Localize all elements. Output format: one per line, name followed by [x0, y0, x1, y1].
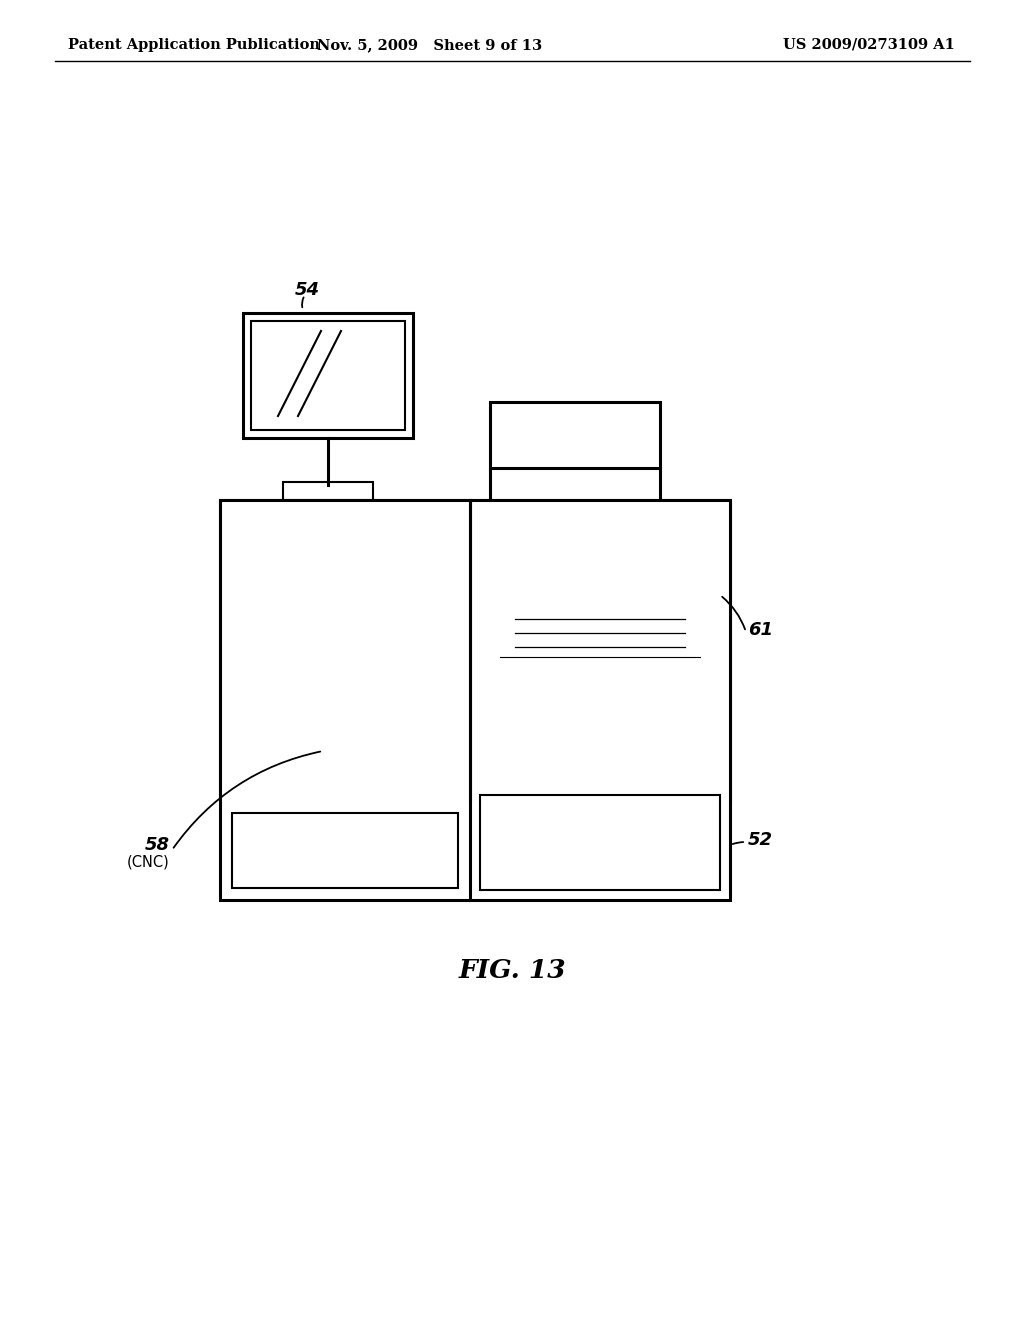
- Text: US 2009/0273109 A1: US 2009/0273109 A1: [783, 38, 955, 51]
- Bar: [220, 500, 730, 900]
- Bar: [232, 814, 458, 890]
- Text: FIG. 13: FIG. 13: [458, 957, 566, 982]
- Bar: [283, 482, 373, 500]
- Bar: [232, 512, 458, 715]
- Text: Patent Application Publication: Patent Application Publication: [68, 38, 319, 51]
- Bar: [232, 813, 458, 888]
- Bar: [480, 690, 720, 789]
- Text: 54: 54: [295, 281, 319, 300]
- Bar: [480, 510, 720, 680]
- Text: Nov. 5, 2009   Sheet 9 of 13: Nov. 5, 2009 Sheet 9 of 13: [317, 38, 543, 51]
- Bar: [251, 321, 406, 430]
- Bar: [490, 469, 660, 500]
- Text: (CNC): (CNC): [127, 854, 170, 870]
- Bar: [490, 403, 660, 470]
- Bar: [220, 500, 730, 800]
- Text: 61: 61: [748, 620, 773, 639]
- Text: 52: 52: [748, 832, 773, 849]
- Bar: [480, 795, 720, 890]
- Bar: [243, 313, 413, 438]
- Text: 58: 58: [145, 836, 170, 854]
- Bar: [275, 730, 323, 772]
- Bar: [505, 525, 695, 665]
